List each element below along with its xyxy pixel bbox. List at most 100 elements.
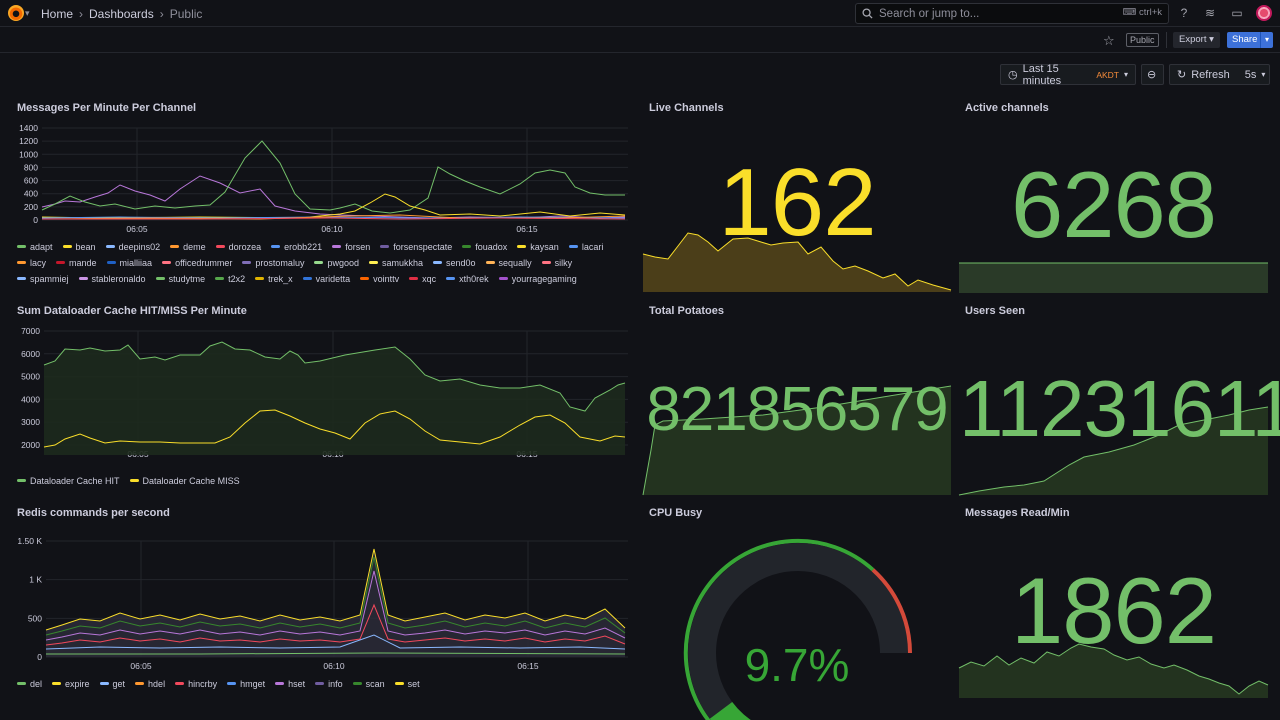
panel-title-cpu-busy[interactable]: CPU Busy [649, 507, 703, 519]
legend-item[interactable]: erobb221 [271, 241, 322, 252]
panel-title-active-channels[interactable]: Active channels [965, 102, 1049, 114]
legend-item[interactable]: samukkha [368, 257, 423, 268]
legend-item[interactable]: forsenspectate [380, 241, 452, 252]
panel-title-dataloader[interactable]: Sum Dataloader Cache HIT/MISS Per Minute [17, 305, 247, 317]
legend-item[interactable]: mande [56, 257, 97, 268]
chevron-right-icon: › [79, 7, 84, 21]
legend-item[interactable]: set [394, 678, 420, 689]
avatar[interactable] [1256, 5, 1272, 21]
legend-item[interactable]: scan [352, 678, 385, 689]
breadcrumb-dashboards[interactable]: Dashboards [89, 7, 154, 21]
legend-item[interactable]: Dataloader Cache HIT [17, 475, 120, 486]
legend-item[interactable]: sequally [485, 257, 532, 268]
legend-item[interactable]: del [17, 678, 42, 689]
legend-item[interactable]: adapt [17, 241, 53, 252]
panel-title-messages-per-minute[interactable]: Messages Per Minute Per Channel [17, 102, 197, 114]
legend-item[interactable]: send0o [433, 257, 476, 268]
share-menu-chevron-icon[interactable]: ▾ [1260, 32, 1273, 48]
legend-item[interactable]: mialliiaa [106, 257, 153, 268]
legend-item[interactable]: forsen [332, 241, 370, 252]
share-button[interactable]: Share [1227, 32, 1263, 48]
chart-grid [42, 127, 628, 221]
legend-item[interactable]: stableronaldo [78, 273, 146, 284]
legend-item[interactable]: silky [541, 257, 572, 268]
legend-item[interactable]: hmget [227, 678, 265, 689]
legend-item[interactable]: info [315, 678, 343, 689]
messages-per-minute-chart[interactable]: 1400 1200 1000 800 600 400 200 0 06:05 06:10 06:1… [0, 118, 630, 234]
legend-item[interactable]: spammiej [17, 273, 69, 284]
panel-title-redis[interactable]: Redis commands per second [17, 507, 170, 519]
top-nav-bar: ▾ Home › Dashboards › Public Search or j… [0, 0, 1280, 27]
help-icon[interactable]: ? [1180, 6, 1188, 20]
legend-item[interactable]: fouadox [462, 241, 507, 252]
refresh-button[interactable]: ↻ Refresh 5s ▾ [1169, 64, 1270, 85]
legend-item[interactable]: xth0rek [446, 273, 489, 284]
legend-item[interactable]: studytme [155, 273, 205, 284]
legend-label: hset [288, 678, 306, 689]
legend-item[interactable]: vointtv [360, 273, 399, 284]
y-tick-label: 1000 [19, 149, 38, 159]
y-tick-label: 2000 [21, 440, 40, 450]
messages-read-value: 1862 [1010, 558, 1217, 663]
kiosk-icon[interactable]: ▭ [1231, 6, 1243, 20]
legend-item[interactable]: officedrummer [162, 257, 232, 268]
legend-swatch [17, 479, 26, 482]
legend-swatch [170, 245, 180, 248]
breadcrumb-home[interactable]: Home [41, 7, 74, 21]
search-input[interactable]: Search or jump to... ⌨ ctrl+k [855, 3, 1169, 24]
legend-item[interactable]: lacari [568, 241, 604, 252]
legend-item[interactable]: bean [62, 241, 96, 252]
y-tick-label: 7000 [21, 326, 40, 336]
legend-label: expire [65, 678, 90, 689]
legend-swatch [135, 682, 145, 685]
y-tick-label: 4000 [21, 394, 40, 404]
legend-item[interactable]: t2x2 [215, 273, 245, 284]
legend-item[interactable]: dorozea [215, 241, 261, 252]
legend-label: mialliiaa [119, 257, 153, 268]
legend-item[interactable]: get [99, 678, 125, 689]
legend-item[interactable]: yourragegaming [498, 273, 577, 284]
panel-title-total-potatoes[interactable]: Total Potatoes [649, 305, 724, 317]
active-channels-value: 6268 [1010, 152, 1217, 257]
legend-item[interactable]: deepins02 [105, 241, 160, 252]
legend-swatch [360, 277, 370, 280]
legend-item[interactable]: expire [52, 678, 90, 689]
news-icon[interactable]: ≋ [1204, 6, 1216, 20]
legend-item[interactable]: deme [170, 241, 206, 252]
zoom-out-button[interactable]: ⊖ [1141, 64, 1164, 85]
export-label: Export [1179, 34, 1207, 45]
panel-title-live-channels[interactable]: Live Channels [649, 102, 724, 114]
legend-item[interactable]: prostomaluy [242, 257, 304, 268]
time-range-picker[interactable]: ◷ Last 15 minutes AKDT ▾ [1000, 63, 1136, 87]
legend-label: deme [183, 241, 206, 252]
legend-label: xqc [422, 273, 437, 284]
gauge-value-arc [709, 701, 751, 720]
y-axis-ticks: 7000 6000 5000 4000 3000 2000 [21, 326, 40, 450]
legend-item[interactable]: kaysan [517, 241, 559, 252]
legend-item[interactable]: trek_x [255, 273, 293, 284]
legend-item[interactable]: xqc [409, 273, 436, 284]
panel-title-messages-read[interactable]: Messages Read/Min [965, 507, 1070, 519]
legend-label: fouadox [475, 241, 508, 252]
star-icon[interactable]: ☆ [1103, 33, 1115, 48]
redis-chart[interactable]: 1.50 K 1 K 500 0 06:05 06:10 06:15 [0, 535, 630, 671]
active-channels-sparkline [959, 262, 1268, 293]
export-button[interactable]: Export ▾ [1173, 32, 1220, 48]
legend-label: t2x2 [228, 273, 246, 284]
legend-item[interactable]: Dataloader Cache MISS [129, 475, 240, 486]
legend-item[interactable]: pwgood [314, 257, 359, 268]
chevron-down-icon[interactable]: ▾ [25, 8, 30, 18]
legend-item[interactable]: lacy [17, 257, 46, 268]
legend-swatch [242, 261, 252, 264]
legend-item[interactable]: hset [275, 678, 305, 689]
grafana-logo-icon[interactable] [8, 5, 24, 21]
y-tick-label: 500 [28, 613, 42, 623]
legend-label: lacari [581, 241, 604, 252]
legend-swatch [17, 682, 26, 685]
legend-item[interactable]: hincrby [175, 678, 217, 689]
legend-swatch [106, 261, 116, 264]
legend-item[interactable]: hdel [135, 678, 165, 689]
panel-title-users-seen[interactable]: Users Seen [965, 305, 1025, 317]
legend-item[interactable]: varidetta [302, 273, 350, 284]
